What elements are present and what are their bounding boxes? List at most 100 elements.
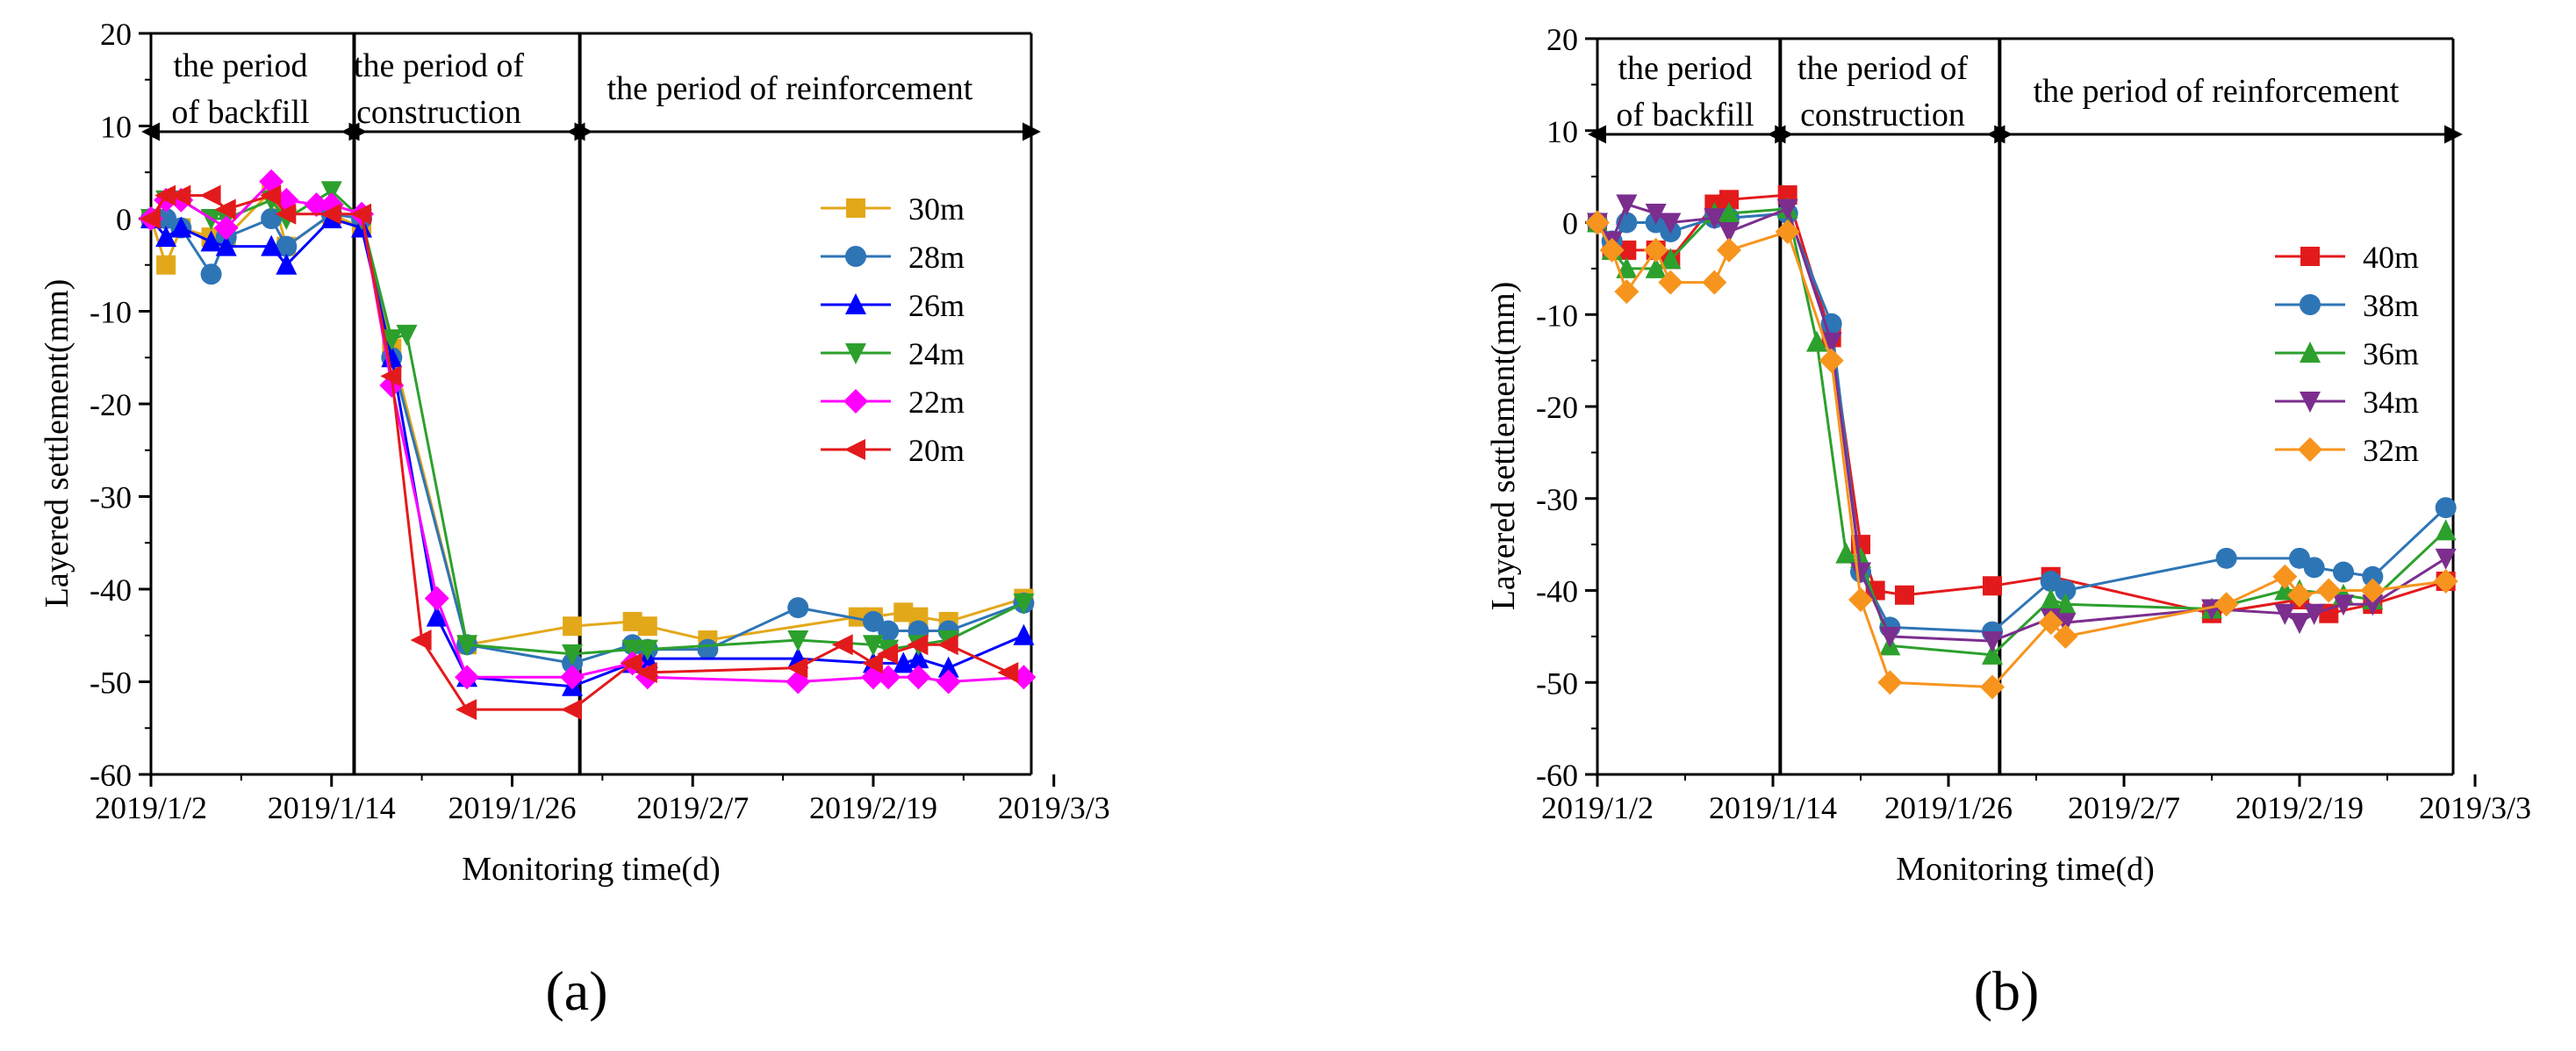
data-point-38m: [2303, 557, 2325, 579]
data-point-30m: [156, 255, 176, 275]
data-point-34m: [1820, 332, 1842, 354]
data-point-20m: [140, 208, 161, 229]
data-point-40m: [1617, 240, 1637, 260]
data-point-26m: [170, 216, 192, 238]
period-label: the period of: [354, 47, 525, 84]
y-axis-label: Layered settlement(mm): [39, 279, 75, 608]
data-point-26m: [215, 234, 237, 256]
data-point-34m: [1850, 562, 1871, 584]
data-point-34m: [2055, 613, 2077, 635]
y-tick-label: -40: [1536, 574, 1578, 609]
legend-marker: [2298, 437, 2322, 462]
data-point-20m: [410, 630, 432, 651]
data-point-34m: [2303, 603, 2325, 625]
data-point-22m: [906, 665, 931, 690]
data-point-34m: [1645, 204, 1667, 226]
x-tick-label: 2019/1/26: [448, 790, 576, 825]
data-point-32m: [1658, 270, 1683, 295]
data-point-34m: [1776, 198, 1798, 220]
data-point-26m: [276, 253, 298, 275]
period-label: the period of reinforcement: [2034, 73, 2400, 110]
legend-label: 28m: [908, 240, 965, 275]
data-point-32m: [1702, 270, 1727, 295]
data-point-24m: [636, 639, 658, 661]
data-point-32m: [2360, 578, 2386, 603]
data-point-32m: [1614, 279, 1640, 305]
y-tick-label: 20: [100, 17, 132, 52]
data-point-20m: [861, 652, 883, 674]
data-point-28m: [787, 597, 809, 619]
data-point-28m: [155, 208, 177, 229]
data-point-20m: [635, 661, 657, 683]
data-point-24m: [396, 324, 418, 346]
y-tick-label: 20: [1546, 22, 1578, 57]
legend-marker: [2300, 342, 2321, 363]
data-point-20m: [936, 634, 958, 656]
period-label: the period: [1618, 50, 1752, 87]
data-point-40m: [1895, 585, 1914, 605]
legend-label: 30m: [908, 191, 965, 227]
data-point-24m: [381, 329, 403, 351]
y-tick-label: 0: [116, 202, 132, 237]
series-line-36m: [1596, 207, 2447, 657]
y-axis-label: Layered settlement(mm): [1485, 282, 1522, 611]
panel-label: (a): [545, 960, 607, 1022]
data-point-28m: [276, 235, 298, 257]
data-point-20m: [997, 661, 1019, 683]
data-point-20m: [169, 184, 191, 206]
data-point-24m: [621, 639, 643, 661]
data-point-20m: [380, 365, 402, 387]
data-point-36m: [1982, 643, 2003, 665]
x-tick-label: 2019/1/14: [1709, 790, 1837, 825]
x-tick-label: 2019/2/19: [809, 790, 937, 825]
data-point-20m: [831, 634, 853, 656]
data-point-32m: [1643, 237, 1668, 263]
data-point-34m: [1719, 221, 1740, 243]
period-label: construction: [356, 94, 521, 131]
panel-label: (b): [1974, 960, 2040, 1022]
period-label: the period of reinforcement: [607, 70, 973, 107]
data-point-20m: [561, 699, 583, 721]
data-point-22m: [304, 192, 329, 218]
x-tick-label: 2019/2/7: [2068, 790, 2180, 825]
data-point-38m: [2215, 547, 2237, 569]
legend-label: 40m: [2363, 240, 2419, 275]
y-tick-label: -10: [90, 295, 132, 330]
data-point-20m: [214, 198, 236, 220]
legend-marker: [844, 439, 865, 460]
data-point-32m: [2038, 610, 2063, 636]
data-point-34m: [1616, 194, 1638, 216]
legend-marker: [2300, 392, 2321, 413]
x-axis-label: Monitoring time(d): [462, 851, 720, 888]
data-point-32m: [2272, 564, 2298, 589]
legend-label: 34m: [2363, 385, 2419, 420]
data-point-32m: [1848, 587, 1873, 612]
x-axis-label: Monitoring time(d): [1896, 851, 2154, 888]
data-point-26m: [1013, 623, 1035, 645]
data-point-26m: [937, 656, 959, 678]
data-point-20m: [154, 184, 176, 206]
legend-label: 22m: [908, 385, 965, 420]
data-point-24m: [320, 181, 342, 203]
y-tick-label: -10: [1536, 298, 1578, 333]
data-point-32m: [1980, 674, 2005, 700]
data-point-32m: [2053, 623, 2078, 649]
x-tick-label: 2019/1/14: [268, 790, 396, 825]
data-point-34m: [2435, 548, 2457, 570]
legend-marker: [846, 198, 865, 218]
series-line-28m: [151, 212, 1024, 665]
x-tick-label: 2019/2/19: [2235, 790, 2364, 825]
y-tick-label: -50: [90, 666, 132, 701]
data-point-32m: [2287, 582, 2312, 608]
legend-label: 20m: [908, 433, 965, 468]
data-point-22m: [455, 665, 480, 690]
data-point-24m: [562, 644, 584, 666]
y-tick-label: -30: [1536, 482, 1578, 517]
data-point-32m: [2433, 569, 2458, 594]
data-point-28m: [862, 610, 884, 632]
data-point-36m: [2435, 519, 2457, 541]
data-point-24m: [1013, 593, 1035, 615]
y-tick-label: -40: [90, 572, 132, 608]
data-point-30m: [563, 616, 583, 637]
